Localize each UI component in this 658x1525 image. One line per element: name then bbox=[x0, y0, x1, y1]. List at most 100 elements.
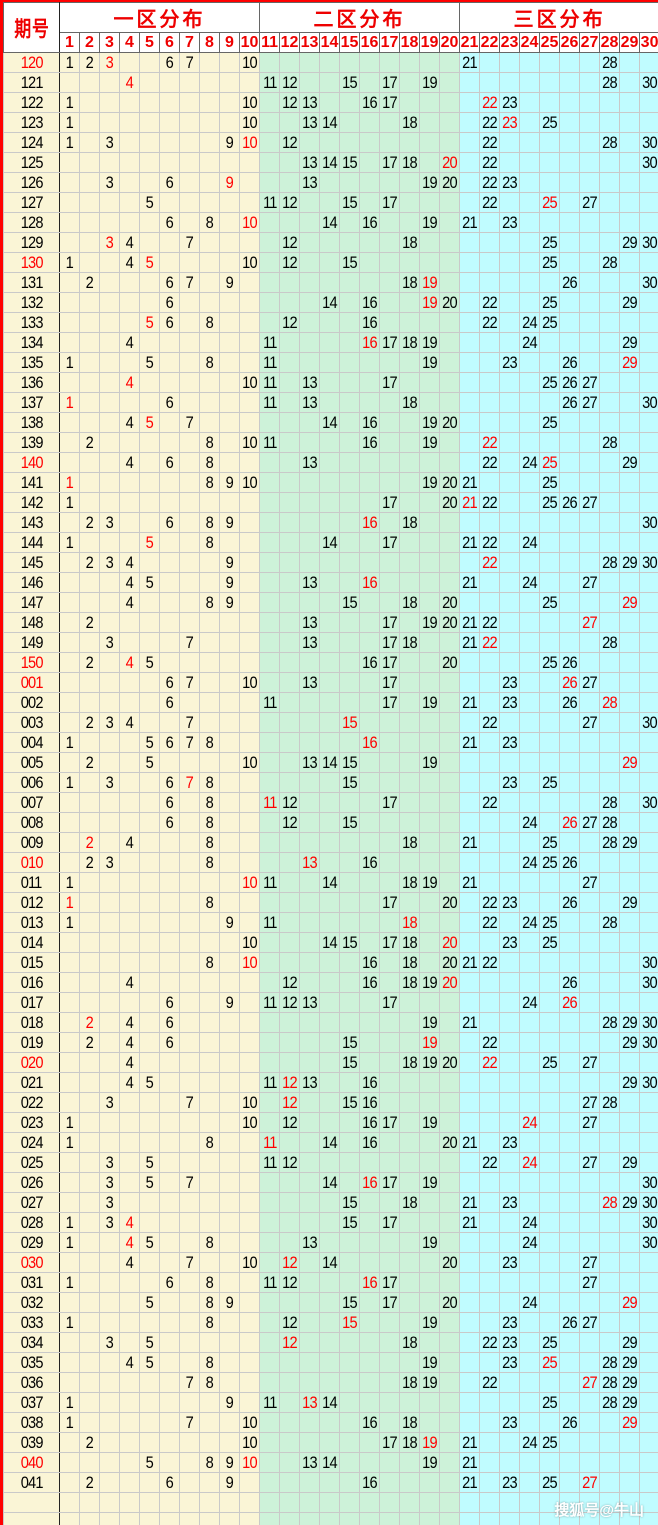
number-cell bbox=[619, 392, 641, 413]
number-cell bbox=[259, 632, 281, 653]
number-cell bbox=[639, 1052, 658, 1073]
number-cell bbox=[259, 1432, 281, 1453]
number-cell bbox=[119, 92, 140, 113]
number-cell bbox=[179, 932, 200, 953]
number-cell bbox=[219, 152, 240, 173]
number-cell: 26 bbox=[559, 672, 581, 693]
number-cell bbox=[419, 1392, 441, 1413]
number-cell: 30 bbox=[639, 1232, 658, 1253]
number-cell bbox=[119, 492, 140, 513]
number-cell: 28 bbox=[599, 1012, 621, 1033]
number-cell: 15 bbox=[339, 1092, 361, 1113]
number-cell bbox=[519, 1472, 541, 1493]
number-cell bbox=[319, 1212, 341, 1233]
number-cell bbox=[219, 1272, 240, 1293]
number-cell bbox=[499, 232, 521, 253]
number-cell bbox=[339, 632, 361, 653]
drawn-number: 30 bbox=[642, 133, 657, 152]
number-cell bbox=[159, 912, 180, 933]
drawn-number: 9 bbox=[225, 273, 234, 292]
number-cell bbox=[579, 1512, 601, 1525]
number-cell: 18 bbox=[399, 272, 421, 293]
number-cell bbox=[259, 1332, 281, 1353]
number-cell bbox=[238, 1072, 261, 1093]
drawn-number: 17 bbox=[382, 1213, 397, 1232]
number-cell bbox=[639, 1312, 658, 1333]
number-cell: 10 bbox=[238, 112, 261, 133]
number-cell bbox=[259, 92, 281, 113]
number-cell bbox=[419, 132, 441, 153]
drawn-number: 27 bbox=[582, 813, 597, 832]
number-cell bbox=[499, 132, 521, 153]
drawn-number: 18 bbox=[402, 233, 417, 252]
number-cell bbox=[159, 432, 180, 453]
number-cell: 6 bbox=[159, 172, 180, 193]
number-cell bbox=[619, 632, 641, 653]
highlighted-number: 25 bbox=[542, 453, 557, 472]
drawn-number: 8 bbox=[205, 1353, 214, 1372]
drawn-number: 6 bbox=[165, 213, 174, 232]
number-cell bbox=[259, 292, 281, 313]
number-cell bbox=[319, 1052, 341, 1073]
number-cell bbox=[159, 1072, 180, 1093]
highlighted-number: 28 bbox=[602, 693, 617, 712]
drawn-number: 13 bbox=[302, 1233, 317, 1252]
column-header-19: 19 bbox=[419, 32, 441, 53]
number-cell bbox=[279, 1452, 301, 1473]
number-cell bbox=[139, 492, 160, 513]
number-cell bbox=[579, 352, 601, 373]
column-header-label: 22 bbox=[480, 33, 499, 51]
number-cell: 20 bbox=[439, 952, 461, 973]
period-cell: 140 bbox=[3, 452, 60, 473]
number-cell bbox=[599, 932, 621, 953]
number-cell bbox=[579, 92, 601, 113]
drawn-number: 5 bbox=[145, 1353, 154, 1372]
number-cell: 21 bbox=[459, 492, 481, 513]
drawn-number: 5 bbox=[145, 353, 154, 372]
number-cell: 12 bbox=[279, 312, 301, 333]
number-cell: 3 bbox=[99, 1212, 120, 1233]
drawn-number: 26 bbox=[562, 653, 577, 672]
drawn-number: 29 bbox=[622, 1393, 637, 1412]
drawn-number: 8 bbox=[205, 533, 214, 552]
column-header-label: 5 bbox=[145, 33, 154, 51]
number-cell bbox=[459, 1052, 481, 1073]
number-cell bbox=[479, 812, 501, 833]
number-cell bbox=[559, 172, 581, 193]
number-cell bbox=[238, 852, 261, 873]
number-cell bbox=[238, 792, 261, 813]
number-cell bbox=[199, 1252, 220, 1273]
number-cell bbox=[319, 1232, 341, 1253]
number-cell bbox=[419, 1072, 441, 1093]
period-number: 001 bbox=[20, 673, 44, 692]
drawn-number: 19 bbox=[422, 473, 437, 492]
period-cell: 145 bbox=[3, 552, 60, 573]
table-row: 143 2 3 6 8 9 16 18 30 bbox=[3, 512, 658, 533]
number-cell: 21 bbox=[459, 1472, 481, 1493]
number-cell bbox=[59, 792, 80, 813]
drawn-number: 2 bbox=[85, 613, 94, 632]
number-cell bbox=[519, 752, 541, 773]
drawn-number: 16 bbox=[362, 853, 377, 872]
number-cell bbox=[399, 212, 421, 233]
number-cell: 3 bbox=[99, 632, 120, 653]
number-cell bbox=[159, 1292, 180, 1313]
period-number: 036 bbox=[20, 1373, 44, 1392]
number-cell bbox=[99, 452, 120, 473]
number-cell bbox=[259, 1232, 281, 1253]
number-cell bbox=[379, 1132, 401, 1153]
number-cell bbox=[559, 1392, 581, 1413]
number-cell bbox=[559, 152, 581, 173]
number-cell: 24 bbox=[519, 532, 541, 553]
drawn-number: 29 bbox=[622, 1333, 637, 1352]
number-cell bbox=[519, 352, 541, 373]
number-cell bbox=[619, 1112, 641, 1133]
drawn-number: 3 bbox=[105, 133, 114, 152]
drawn-number: 28 bbox=[602, 433, 617, 452]
drawn-number: 13 bbox=[302, 93, 317, 112]
drawn-number: 26 bbox=[562, 353, 577, 372]
number-cell bbox=[99, 1492, 120, 1513]
drawn-number: 21 bbox=[462, 1013, 477, 1032]
highlighted-number: 22 bbox=[482, 1053, 497, 1072]
drawn-number: 17 bbox=[382, 333, 397, 352]
